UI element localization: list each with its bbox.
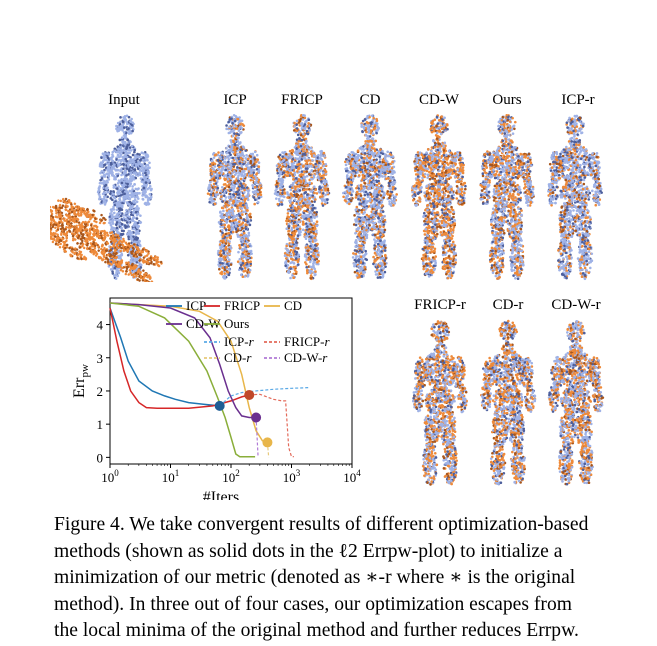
panel-label-icp-r: ICP-r bbox=[561, 92, 595, 108]
fricp-r-pointcloud-figure bbox=[411, 320, 468, 486]
chart-legend: ICP FRICP CD CD-W Ours ICP-r FRICP-r CD-r CD-W-r bbox=[166, 298, 330, 365]
series-line-cd-w bbox=[109, 302, 257, 419]
legend-label: FRICP-r bbox=[284, 334, 330, 349]
caption-line-3: minimization of our metric (denoted as ∗… bbox=[54, 567, 576, 588]
series-line-fricp bbox=[109, 307, 250, 409]
series-line-fricp-r bbox=[249, 393, 294, 458]
convergence-dot-icp bbox=[214, 400, 225, 411]
y-axis-label: Errpw bbox=[71, 364, 91, 398]
x-axis-label: #Iters bbox=[203, 489, 239, 500]
convergence-dot-cd-w bbox=[251, 412, 262, 423]
legend-label: FRICP bbox=[224, 298, 260, 313]
panel-label-cd-r: CD-r bbox=[492, 297, 524, 313]
ours-pointcloud-figure bbox=[479, 113, 535, 281]
panel-label-cd: CD bbox=[359, 92, 381, 108]
cd-pointcloud-figure bbox=[342, 114, 398, 279]
series-line-icp bbox=[109, 307, 220, 407]
caption-line-1: Figure 4. We take convergent results of … bbox=[54, 514, 589, 535]
x-tick-label: 102 bbox=[222, 468, 240, 485]
panel-label-cd-w-r: CD-W-r bbox=[551, 297, 601, 313]
legend-label: ICP-r bbox=[224, 334, 255, 349]
panel-label-input: Input bbox=[108, 92, 140, 108]
legend-label: CD-W-r bbox=[284, 350, 328, 365]
legend-label: CD-r bbox=[224, 350, 252, 365]
x-tick-label: 101 bbox=[162, 468, 180, 485]
icp-pointcloud-figure bbox=[206, 113, 263, 280]
panel-label-icp: ICP bbox=[223, 92, 247, 108]
series-line-cd-w-r bbox=[255, 417, 259, 458]
panel-label-fricp: FRICP bbox=[281, 92, 323, 108]
icp-r-pointcloud-figure bbox=[547, 114, 603, 281]
x-tick-label: 104 bbox=[343, 468, 361, 485]
convergence-dot-cd bbox=[262, 437, 273, 448]
cd-w-pointcloud-figure bbox=[410, 114, 467, 280]
fricp-pointcloud-figure bbox=[273, 113, 331, 281]
cd-r-pointcloud-figure bbox=[480, 319, 537, 486]
cd-w-r-pointcloud-figure bbox=[547, 320, 605, 486]
input-pointcloud-figure bbox=[50, 114, 163, 282]
x-tick-label: 100 bbox=[101, 468, 119, 485]
series-line-cd bbox=[109, 302, 268, 444]
convergence-dot-fricp bbox=[244, 389, 255, 400]
caption-line-5: the local minima of the original method … bbox=[54, 620, 579, 641]
y-tick-label: 3 bbox=[97, 351, 104, 366]
y-tick-label: 0 bbox=[97, 450, 104, 465]
y-tick-label: 2 bbox=[97, 384, 104, 399]
caption-line-2: methods (shown as solid dots in the ℓ2 E… bbox=[54, 540, 563, 562]
y-tick-label: 1 bbox=[97, 417, 104, 432]
panel-label-ours: Ours bbox=[492, 92, 522, 108]
panel-label-cd-w: CD-W bbox=[419, 92, 459, 108]
panel-label-fricp-r: FRICP-r bbox=[414, 297, 466, 313]
legend-label: CD-W bbox=[186, 316, 221, 331]
legend-label: ICP bbox=[186, 298, 206, 313]
legend-label: CD bbox=[284, 298, 302, 313]
figure-caption: Figure 4. We take convergent results of … bbox=[54, 512, 614, 645]
x-tick-label: 103 bbox=[283, 468, 301, 485]
y-tick-label: 4 bbox=[97, 318, 104, 333]
caption-line-4: method). In three out of four cases, our… bbox=[54, 593, 572, 615]
legend-label: Ours bbox=[224, 316, 249, 331]
